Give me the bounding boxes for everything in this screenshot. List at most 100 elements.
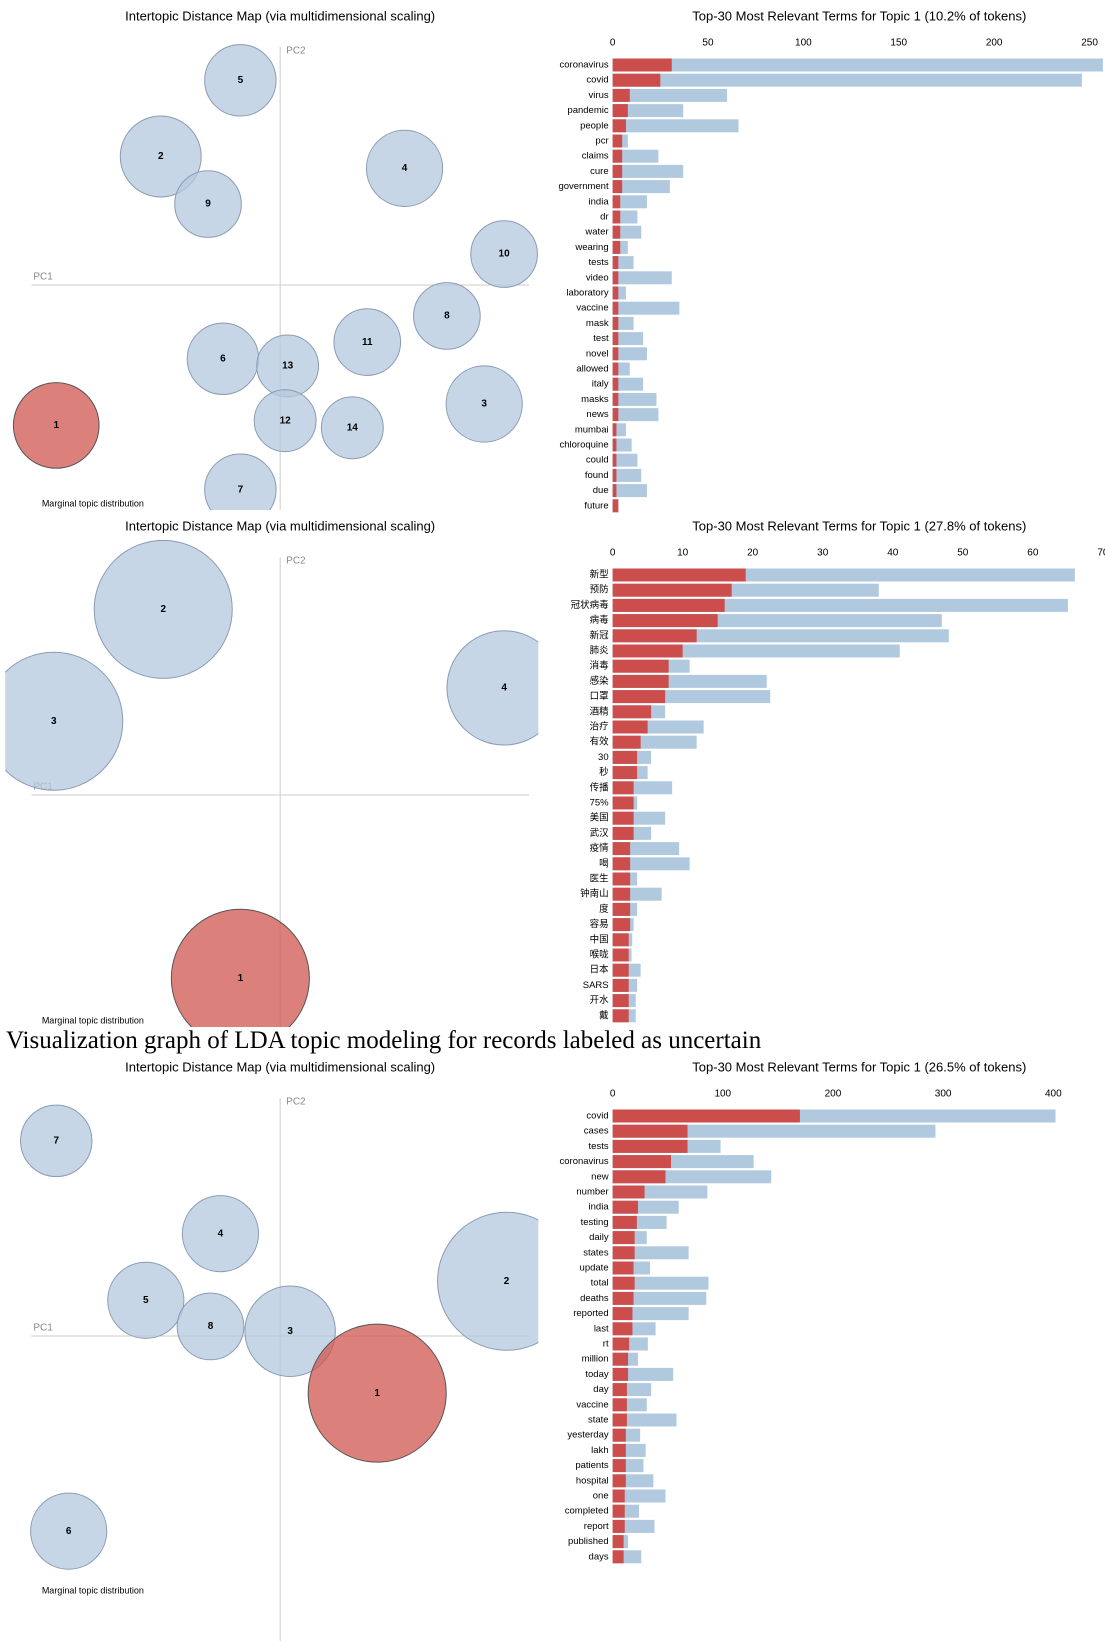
marginal-note: Marginal topic distribution [42,498,144,508]
term-label: total [591,1278,609,1289]
term-label: one [593,1491,609,1502]
term-label: number [576,1187,608,1198]
x-tick-label: 10 [677,548,689,559]
term-label: days [589,1551,609,1562]
topic-bubble [320,396,384,460]
topic-bubble [12,382,100,469]
term-label: news [586,409,608,420]
x-tick-label: 200 [825,1089,842,1100]
term-bar [612,644,683,658]
pc2-label: PC2 [286,46,306,57]
term-bar [612,1291,634,1305]
topic-bubble [119,115,202,198]
term-label: found [585,470,609,481]
term-bar [612,347,647,361]
term-bar [612,1474,626,1488]
x-tick-label: 40 [887,548,899,559]
term-bar [612,1550,624,1564]
term-bar [612,149,659,163]
term-bar [612,1170,666,1184]
term-label: india [589,196,610,207]
term-bar [612,1276,635,1290]
term-label: 武汉 [590,827,610,839]
term-bar [612,484,617,498]
term-bar [612,332,644,346]
term-label: 戴 [599,1009,609,1021]
term-bar [612,735,641,749]
term-bar [612,119,739,133]
term-label: masks [581,394,609,405]
term-label: covid [586,75,608,86]
term-label: pcr [595,136,608,147]
term-bar [612,674,669,688]
term-bar [612,149,623,163]
term-bar [612,842,631,856]
term-label: deaths [580,1293,609,1304]
term-bar [612,73,661,87]
term-bar [612,1246,635,1260]
x-tick-label: 70 [1097,548,1105,559]
term-bar [612,598,725,612]
topic-bubble [365,129,444,207]
term-label: 美国 [590,812,609,824]
term-label: states [583,1247,609,1258]
topic-bubble [20,1104,93,1178]
term-label: 传播 [590,781,610,793]
term-label: video [586,272,609,283]
term-label: vaccine [576,303,608,314]
topic-label: 2 [158,151,164,162]
term-bar [612,347,619,361]
term-label: laboratory [566,288,608,299]
term-label: due [593,485,609,496]
term-bar [612,392,657,406]
term-bar [612,766,638,780]
term-label: 酒精 [590,705,610,717]
term-bar [612,423,617,437]
term-bar [612,468,617,482]
topic-bubble [333,308,402,376]
term-bar [612,1276,709,1290]
bar-title: Top-30 Most Relevant Terms for Topic 1 (… [692,8,1026,23]
term-bar [612,438,632,452]
term-bar [612,210,621,224]
term-bar [612,195,647,209]
topic-label: 5 [143,1295,149,1306]
term-bar [612,484,647,498]
term-bar [612,104,684,118]
topic-label: 12 [280,415,292,426]
term-label: covid [586,1111,608,1122]
pc1-label: PC1 [33,1323,53,1334]
x-tick-label: 60 [1027,548,1039,559]
term-label: lakh [591,1445,608,1456]
term-bar [612,271,619,285]
term-bar [612,1459,626,1473]
x-tick-label: 300 [935,1089,952,1100]
term-bar [612,933,629,947]
term-bar [612,872,631,886]
term-bar [612,1200,638,1214]
term-label: today [585,1369,608,1380]
term-label: published [568,1536,609,1547]
term-bar [612,1337,630,1351]
x-tick-label: 0 [610,1089,616,1100]
term-bar [612,659,669,673]
term-label: coronavirus [560,60,609,71]
term-bar [612,1185,645,1199]
term-bar [612,438,617,452]
topic-label: 4 [218,1228,224,1239]
term-bar [612,583,732,597]
term-bar [612,195,621,209]
term-bar [612,629,697,643]
x-tick-label: 50 [957,548,969,559]
term-bar [612,1231,635,1245]
term-label: rt [603,1339,609,1350]
topic-bubble [445,365,523,443]
term-bar [612,499,619,513]
term-bar [612,377,644,391]
term-label: daily [589,1232,609,1243]
x-tick-label: 150 [890,38,907,49]
topic-label: 4 [402,163,408,174]
term-bar [612,1398,627,1412]
topic-label: 8 [444,311,450,322]
